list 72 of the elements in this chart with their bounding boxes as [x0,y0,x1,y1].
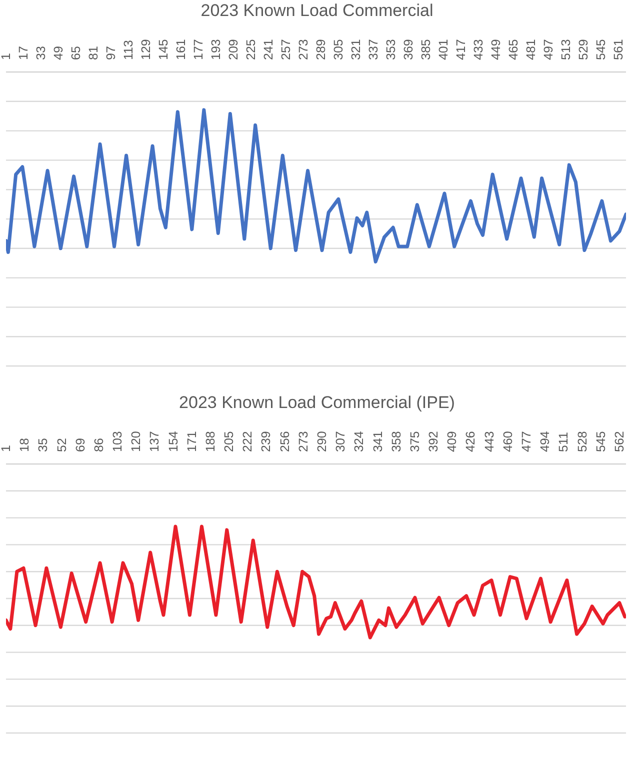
x-tick-label: 358 [389,431,404,452]
x-tick-label: 222 [240,431,255,452]
x-tick-label: 257 [278,39,293,60]
x-tick-label: 86 [92,438,106,452]
x-tick-label: 137 [148,431,162,452]
x-tick-label: 324 [352,431,366,452]
x-tick-label: 18 [18,438,32,452]
x-tick-label: 273 [296,431,310,452]
x-tick-label: 426 [464,431,478,452]
chart-title: 2023 Known Load Commercial [200,0,434,22]
x-tick-label: 528 [575,431,590,452]
x-tick-label: 177 [191,39,206,60]
x-tick-label: 129 [138,39,153,60]
x-tick-label: 511 [556,432,571,452]
x-tick-label: 69 [73,438,88,452]
x-tick-label: 52 [54,438,69,452]
x-tick-label: 392 [426,431,441,452]
chart-title: 2023 Known Load Commercial (IPE) [178,392,456,414]
x-tick-label: 81 [86,46,100,60]
x-tick-label: 120 [129,431,144,452]
x-tick-label: 65 [68,46,83,60]
x-tick-label: 385 [418,39,433,60]
x-tick-label: 369 [401,39,416,60]
x-tick-label: 337 [366,39,380,60]
x-tick-label: 481 [524,39,538,60]
x-tick-label: 562 [612,431,626,452]
x-tick-label: 401 [436,39,450,60]
x-tick-label: 341 [370,431,385,452]
x-tick-label: 188 [203,431,218,452]
x-tick-label: 161 [174,39,188,60]
x-tick-label: 465 [506,39,520,60]
x-tick-label: 17 [16,46,30,60]
x-tick-label: 290 [315,431,330,452]
x-tick-label: 449 [488,39,503,60]
x-tick-label: 241 [261,39,276,60]
x-tick-label: 460 [500,431,515,452]
x-tick-label: 154 [166,431,180,452]
x-tick-label: 273 [296,39,310,60]
x-tick-label: 1 [0,445,13,452]
x-tick-label: 513 [558,39,573,60]
x-tick-label: 545 [594,431,608,452]
x-tick-label: 417 [454,39,468,60]
x-tick-label: 97 [104,46,118,60]
x-tick-label: 209 [226,39,240,60]
x-tick-label: 113 [121,40,136,60]
x-tick-label: 256 [278,431,292,452]
x-tick-label: 49 [51,46,66,60]
x-tick-label: 33 [34,46,48,60]
x-tick-label: 494 [538,431,552,452]
x-tick-label: 561 [611,39,626,60]
x-tick-label: 145 [156,39,170,60]
x-tick-label: 545 [594,39,608,60]
x-tick-label: 529 [576,39,590,60]
x-tick-label: 35 [36,438,50,452]
x-tick-label: 477 [519,431,534,452]
x-tick-label: 193 [208,39,223,60]
x-tick-label: 443 [482,431,496,452]
x-tick-label: 497 [541,39,556,60]
x-tick-label: 289 [314,39,328,60]
x-tick-label: 375 [408,431,422,452]
x-tick-label: 205 [222,431,236,452]
x-tick-label: 321 [348,39,363,60]
x-tick-label: 353 [384,39,398,60]
x-tick-label: 307 [334,431,348,452]
x-tick-label: 1 [0,53,13,60]
x-tick-label: 171 [184,431,199,452]
x-tick-label: 409 [445,431,460,452]
x-tick-label: 225 [244,39,258,60]
x-tick-label: 239 [259,431,274,452]
x-tick-label: 103 [110,431,125,452]
x-tick-label: 433 [471,39,486,60]
x-tick-label: 305 [331,39,346,60]
